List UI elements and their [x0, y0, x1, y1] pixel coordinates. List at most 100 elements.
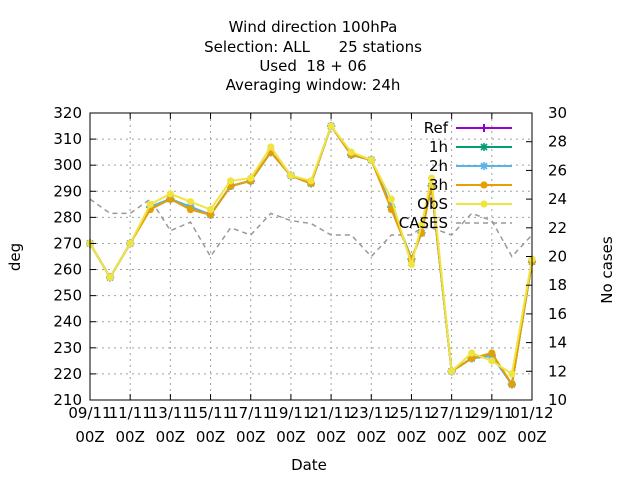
chart-title: Wind direction 100hPa Selection: ALL 25 …: [204, 18, 422, 94]
data-point-obs: [206, 205, 215, 214]
x-tick-label-time: 00Z: [357, 428, 386, 446]
data-point-3h: [186, 205, 195, 214]
legend-label-2h: 2h: [429, 157, 448, 175]
data-point-3h: [468, 354, 476, 362]
y-tick-label: 240: [53, 313, 82, 331]
y-tick-label: 220: [53, 365, 82, 383]
data-point-3h: [206, 211, 215, 219]
x-tick-label-time: 00Z: [115, 428, 144, 446]
data-point-obs: [146, 200, 154, 208]
x-tick-label-date: 17/11: [229, 404, 272, 422]
y-tick-label: 210: [53, 391, 82, 409]
data-point-obs: [307, 177, 315, 185]
x-tick-label-time: 00Z: [236, 428, 265, 446]
x-tick-label-date: 09/11: [68, 404, 111, 422]
x-axis: 09/1100Z11/1100Z13/1100Z15/1100Z17/1100Z…: [68, 113, 554, 446]
y-tick-label: 280: [53, 208, 82, 226]
x-tick-label-date: 11/11: [109, 404, 152, 422]
title-line-4: Averaging window: 24h: [226, 76, 401, 94]
series-line-cases: [89, 198, 533, 258]
y2-tick-label: 10: [548, 391, 567, 409]
data-point-obs: [367, 156, 375, 164]
legend-label-3h: 3h: [429, 176, 448, 194]
y2-tick-label: 20: [548, 248, 567, 266]
legend-marker-obs: [480, 200, 488, 208]
y-axis-right: 10 12 14 16 18 20 22 24 26 28 30: [526, 104, 567, 409]
legend-marker-3h: [480, 181, 488, 189]
data-point-obs: [126, 239, 134, 248]
y-tick-label: 300: [53, 156, 82, 174]
x-tick-label-time: 00Z: [316, 428, 345, 446]
x-tick-label-time: 00Z: [276, 428, 305, 446]
y2-axis-label: No cases: [598, 236, 616, 304]
data-point-obs: [448, 367, 456, 375]
plot-frame: [89, 112, 533, 401]
x-tick-label-time: 00Z: [156, 428, 185, 446]
legend-marker-1h: [480, 143, 488, 151]
title-line-3: Used 18 + 06: [259, 57, 366, 75]
legend-marker-2h: [480, 162, 488, 170]
y2-tick-label: 30: [548, 104, 567, 122]
data-point-obs: [427, 174, 436, 182]
x-tick-label-time: 00Z: [437, 428, 466, 446]
x-tick-label-date: 27/11: [430, 404, 473, 422]
y2-tick-label: 22: [548, 219, 567, 237]
data-point-obs: [417, 221, 426, 229]
x-axis-label: Date: [291, 456, 327, 474]
legend-label-obs: ObS: [417, 195, 448, 213]
data-point-obs: [407, 260, 416, 268]
y-tick-label: 230: [53, 339, 82, 357]
x-tick-label-date: 25/11: [390, 404, 433, 422]
series-line-obs: [89, 123, 533, 376]
data-point-obs: [166, 190, 174, 198]
data-point-obs: [387, 195, 395, 203]
title-line-2: Selection: ALL 25 stations: [204, 38, 422, 56]
y-axis-label: deg: [6, 243, 24, 271]
grid-lines: [90, 113, 532, 400]
data-point-obs: [247, 174, 255, 182]
data-point-obs: [327, 122, 335, 130]
y-tick-label: 250: [53, 287, 82, 305]
data-point-obs: [508, 370, 516, 378]
x-tick-label-date: 21/11: [309, 404, 352, 422]
y2-tick-label: 26: [548, 161, 567, 179]
y-tick-label: 310: [53, 130, 82, 148]
x-tick-label-date: 19/11: [269, 404, 312, 422]
x-tick-label-date: 01/12: [510, 404, 553, 422]
title-line-1: Wind direction 100hPa: [229, 18, 398, 36]
data-point-obs: [267, 143, 275, 151]
data-point-obs: [347, 148, 355, 156]
y2-tick-label: 14: [548, 334, 567, 352]
x-tick-label-date: 29/11: [470, 404, 513, 422]
cases-series: [89, 198, 533, 258]
x-tick-label-time: 00Z: [517, 428, 546, 446]
y2-tick-label: 16: [548, 305, 567, 323]
legend-label-ref: Ref: [424, 119, 449, 137]
data-point-obs: [287, 172, 295, 180]
data-point-3h: [166, 195, 174, 203]
data-point-obs: [106, 273, 114, 281]
data-series: [86, 122, 536, 389]
data-point-3h: [508, 380, 516, 388]
y2-tick-label: 12: [548, 362, 567, 380]
x-tick-label-date: 13/11: [149, 404, 192, 422]
x-tick-label-date: 15/11: [189, 404, 232, 422]
legend-label-cases: CASES: [399, 214, 448, 232]
x-tick-label-time: 00Z: [196, 428, 225, 446]
x-tick-label-time: 00Z: [477, 428, 506, 446]
y2-tick-label: 18: [548, 276, 567, 294]
data-point-obs: [227, 177, 235, 185]
y-tick-label: 270: [53, 234, 82, 252]
y2-tick-label: 28: [548, 133, 567, 151]
y-tick-label: 290: [53, 182, 82, 200]
x-tick-label-time: 00Z: [75, 428, 104, 446]
x-tick-label-date: 23/11: [350, 404, 393, 422]
y2-tick-label: 24: [548, 190, 567, 208]
y-tick-label: 320: [53, 104, 82, 122]
data-point-obs: [468, 349, 476, 357]
legend-label-1h: 1h: [429, 138, 448, 156]
x-tick-label-time: 00Z: [397, 428, 426, 446]
